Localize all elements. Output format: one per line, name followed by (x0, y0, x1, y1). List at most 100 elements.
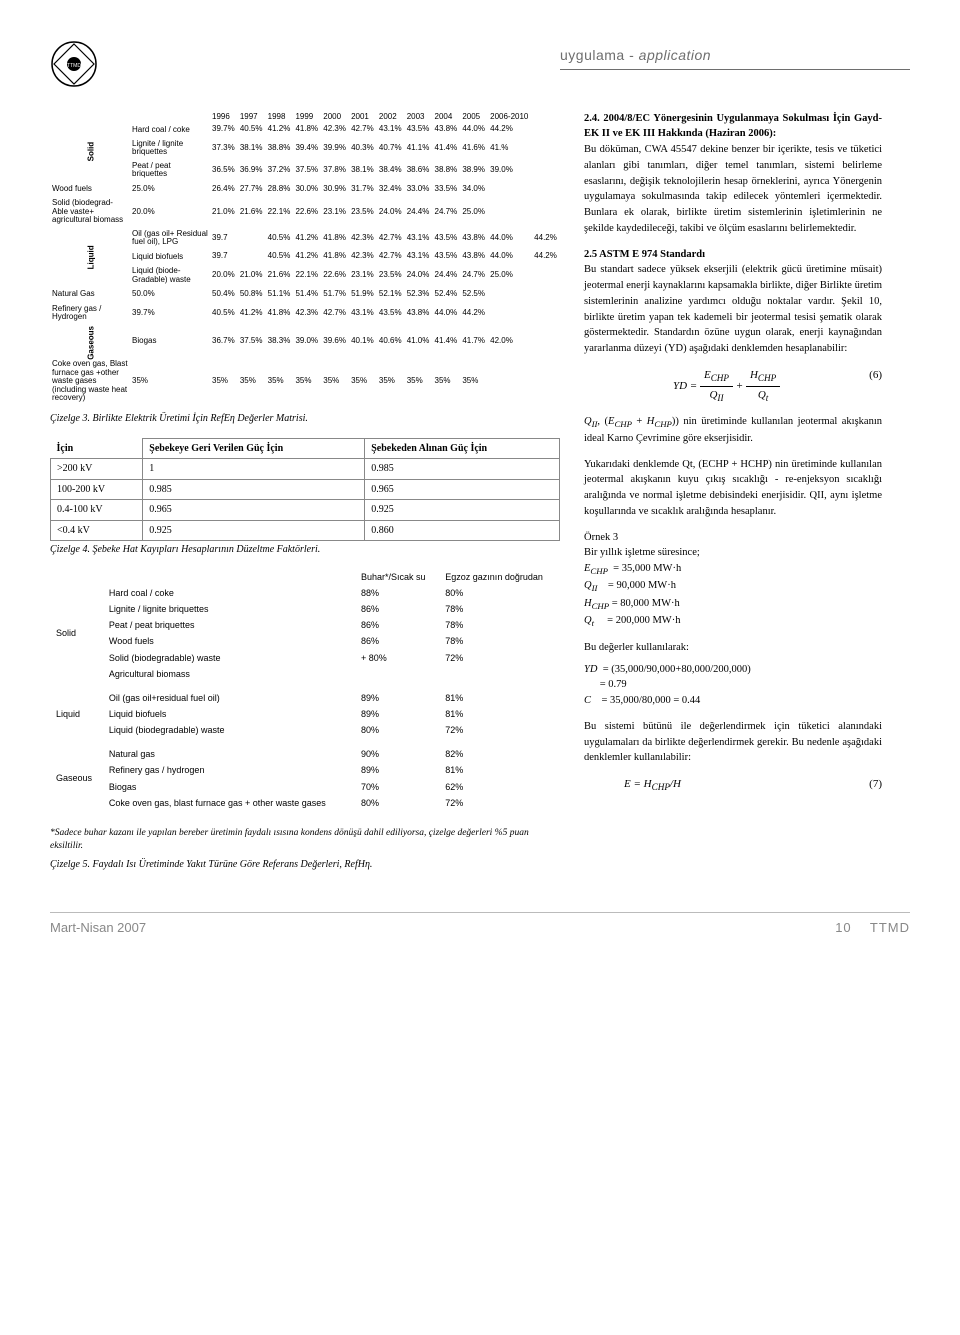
t1-cell: 41.8% (321, 229, 349, 248)
t1-cell: 27.7% (238, 183, 266, 196)
t1-cell: 39.7% (130, 304, 210, 323)
t1-cell: 43.8% (433, 123, 461, 136)
t1-cell (238, 250, 266, 263)
t1-year: 1996 (210, 111, 238, 124)
t1-cell: 41.8% (321, 250, 349, 263)
t1-cell: 23.1% (321, 198, 349, 225)
t1-cell: 35% (266, 359, 294, 403)
table-refe-matrix: 1996199719981999200020012002200320042005… (50, 111, 560, 407)
t1-fuel-label: Refinery gas / Hydrogen (50, 304, 130, 323)
t5-fuel: Natural gas (103, 746, 355, 762)
t1-cell: 35% (210, 359, 238, 403)
t1-cell: 37.2% (266, 161, 294, 180)
t1-year: 2006-2010 (488, 111, 532, 124)
t1-cell: 41.8% (293, 123, 321, 136)
t1-cell: 35% (321, 359, 349, 403)
t3-take: 0.860 (365, 520, 560, 541)
t1-cell: 41.2% (293, 229, 321, 248)
t5-fuel: Peat / peat briquettes (103, 617, 355, 633)
t5-fuel: Solid (biodegradable) waste (103, 650, 355, 666)
t3-kv: 100-200 kV (51, 479, 143, 500)
t5-steam: 80% (355, 795, 439, 811)
t1-cell: 43.1% (377, 123, 405, 136)
t1-cell: 39.6% (321, 326, 349, 357)
t1-fuel-label: Coke oven gas, Blast furnace gas +other … (50, 359, 130, 403)
t5-steam: 89% (355, 762, 439, 778)
t5-steam: 89% (355, 690, 439, 706)
t1-cell: 50.8% (238, 288, 266, 301)
t1-cell: 51.4% (293, 288, 321, 301)
t5-fuel: Liquid (biodegradable) waste (103, 722, 355, 738)
t5-exhaust: 62% (439, 779, 560, 795)
t1-cell: 26.4% (210, 183, 238, 196)
t1-cell: 44.0% (488, 250, 532, 263)
t1-cell: 22.6% (321, 266, 349, 285)
t5-exhaust: 72% (439, 650, 560, 666)
para-qt: Yukarıdaki denklemde Qt, (ECHP + HCHP) n… (584, 457, 882, 520)
t1-cell: 38.3% (266, 326, 294, 357)
t1-cell: 44.0% (488, 229, 532, 248)
t1-cell: 43.5% (405, 123, 433, 136)
t1-cell: 38.1% (349, 161, 377, 180)
t1-cell: 21.0% (210, 198, 238, 225)
t1-cell: 20.0% (210, 266, 238, 285)
t1-fuel-label: Liquid (biode-Gradable) waste (130, 266, 210, 285)
t1-cell: 35% (238, 359, 266, 403)
section-label: uygulama (560, 47, 625, 63)
t1-cell: 23.5% (349, 198, 377, 225)
t1-cell: 43.1% (405, 250, 433, 263)
eqnum-7: (7) (869, 776, 882, 793)
t1-cell: 38.8% (266, 139, 294, 158)
t1-cell: 42.7% (349, 123, 377, 136)
t3-give: 0.925 (143, 520, 365, 541)
t1-cell: 40.6% (377, 326, 405, 357)
t1-cell: 40.3% (349, 139, 377, 158)
t1-cell: 22.1% (266, 198, 294, 225)
t1-fuel-label: Natural Gas (50, 288, 130, 301)
t5-steam: 80% (355, 722, 439, 738)
section-label-it: application (639, 47, 711, 63)
t5-steam: 86% (355, 617, 439, 633)
t1-fuel-label: Wood fuels (50, 183, 130, 196)
t5-fuel: Biogas (103, 779, 355, 795)
t1-cell: 22.1% (293, 266, 321, 285)
t3-give: 0.985 (143, 479, 365, 500)
t1-cell: 43.5% (433, 250, 461, 263)
t1-cell: 40.7% (377, 139, 405, 158)
t1-cell: 42.7% (377, 250, 405, 263)
t1-category: Gaseous (50, 326, 130, 360)
t1-cell: 39.7 (210, 229, 238, 248)
t1-cell: 43.5% (433, 229, 461, 248)
footnote-table5: *Sadece buhar kazanı ile yapılan bereber… (50, 827, 560, 853)
t1-cell: 41.2% (238, 304, 266, 323)
t1-cell: 42.3% (293, 304, 321, 323)
t1-cell: 35% (349, 359, 377, 403)
t3-take: 0.925 (365, 500, 560, 521)
t3-h1: Şebekeye Geri Verilen Güç İçin (143, 438, 365, 459)
t1-year: 2000 (321, 111, 349, 124)
t1-cell: 41.8% (266, 304, 294, 323)
t1-year: 2001 (349, 111, 377, 124)
t1-fuel-label: Solid (biodegrad-Able vaste+ agricultura… (50, 198, 130, 225)
t1-cell: 24.7% (433, 198, 461, 225)
t5-steam: 88% (355, 585, 439, 601)
para-2-5: Bu standart sadece yüksek ekserjili (ele… (584, 264, 882, 354)
t1-cell: 51.9% (349, 288, 377, 301)
t5-h1: Buhar*/Sıcak su (355, 569, 439, 585)
t5-fuel: Agricultural biomass (103, 666, 355, 682)
t1-cell: 28.8% (266, 183, 294, 196)
t1-cell: 21.6% (266, 266, 294, 285)
t1-cell: 36.7% (210, 326, 238, 357)
example-3: Örnek 3 Bir yıllık işletme süresince; EC… (584, 530, 882, 630)
t1-cell: 41.4% (433, 139, 461, 158)
t1-fuel-label: Lignite / lignite briquettes (130, 139, 210, 158)
heading-2-5: 2.5 ASTM E 974 Standardı (584, 249, 705, 260)
t5-steam: 89% (355, 706, 439, 722)
t3-kv: <0.4 kV (51, 520, 143, 541)
t1-cell: 33.5% (433, 183, 461, 196)
t1-cell: 39.9% (321, 139, 349, 158)
example-heading: Örnek 3 (584, 530, 882, 546)
t5-fuel: Liquid biofuels (103, 706, 355, 722)
t5-fuel: Oil (gas oil+residual fuel oil) (103, 690, 355, 706)
t1-fuel-label: Biogas (130, 326, 210, 357)
